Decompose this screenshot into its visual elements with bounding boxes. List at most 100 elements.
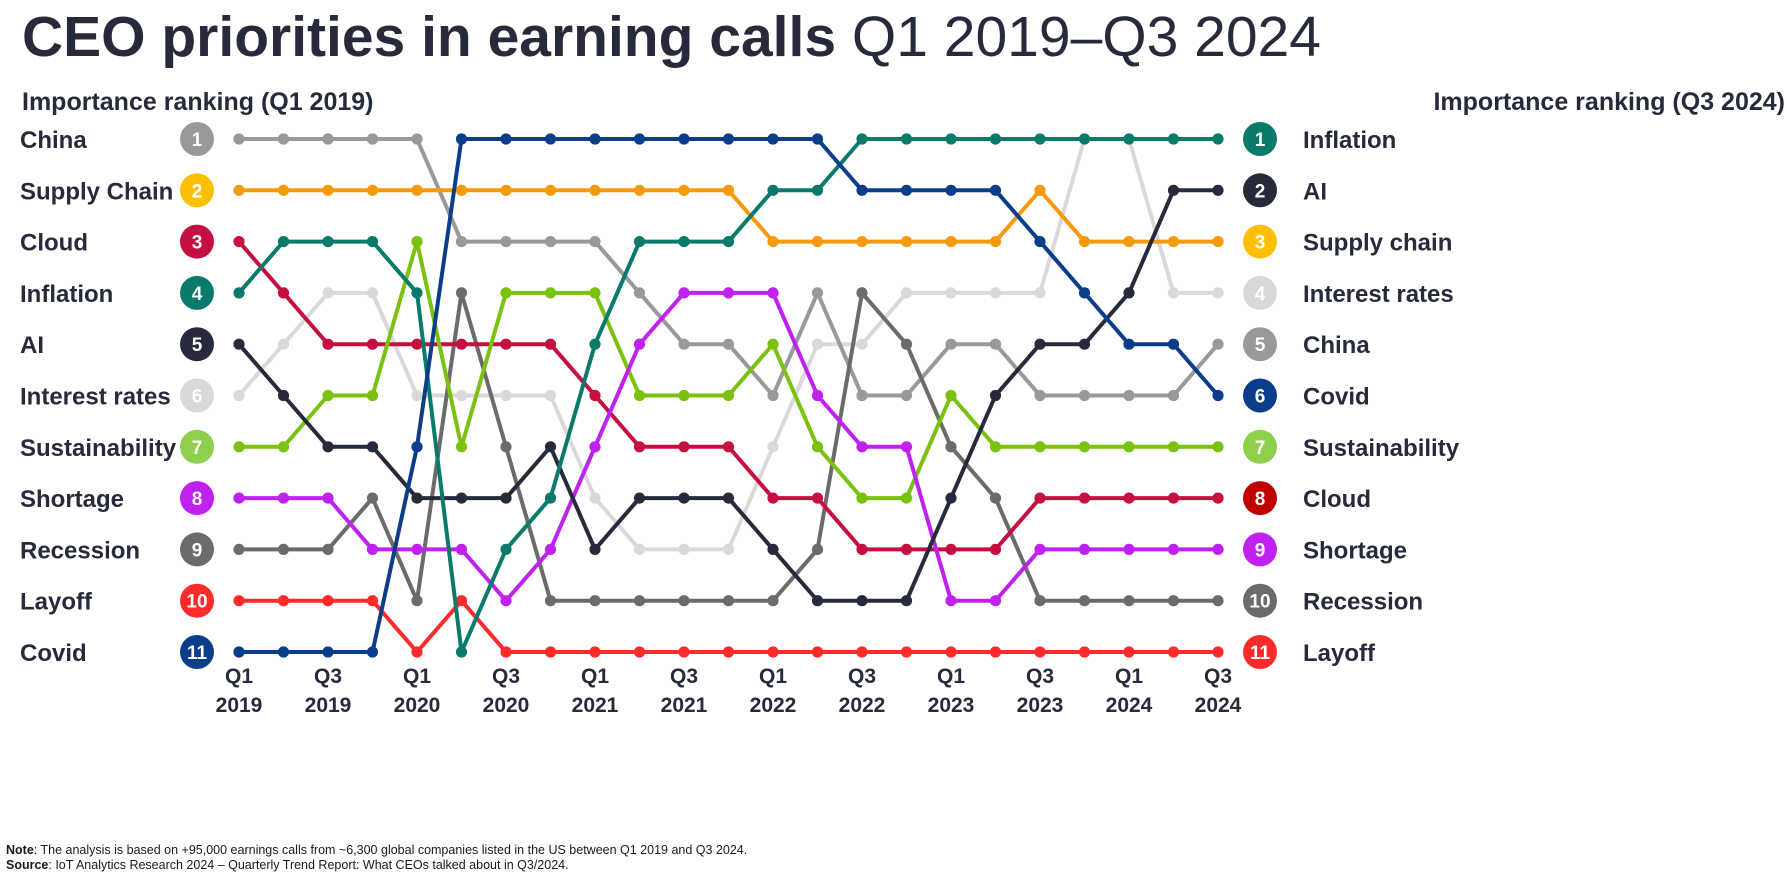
data-point-shortage: [856, 441, 868, 453]
data-point-cloud: [233, 236, 245, 248]
data-point-china: [1167, 389, 1180, 402]
data-point-ai: [1078, 338, 1091, 350]
rank-number: 11: [1250, 643, 1271, 664]
data-point-inflation: [900, 133, 913, 145]
right-rank-7: 7 Sustainability: [1243, 429, 1460, 464]
x-tick-quarter: Q1: [937, 665, 965, 688]
left-rank-4: 4 Inflation: [20, 275, 214, 310]
data-point-ai: [1034, 338, 1046, 350]
x-tick-label: Q1 2019: [216, 665, 263, 717]
rank-badge: [1243, 327, 1277, 362]
x-tick-quarter: Q3: [1204, 665, 1232, 688]
rank-badge: [180, 583, 214, 618]
x-tick-year: 2019: [305, 694, 352, 717]
data-point-supply-chain: [767, 236, 779, 248]
data-point-cloud: [366, 338, 379, 350]
x-tick-quarter: Q1: [403, 665, 431, 688]
right-ranking-header: Importance ranking (Q3 2024): [1433, 88, 1785, 116]
data-point-china: [856, 389, 868, 402]
x-tick-label: Q1 2020: [394, 665, 441, 717]
data-point-cloud: [455, 338, 468, 350]
right-rank-1: 1 Inflation: [1243, 122, 1396, 156]
data-point-inflation: [856, 133, 868, 145]
data-point-layoff: [589, 646, 601, 658]
series-recession: [233, 287, 1224, 607]
data-point-sustainability: [411, 236, 423, 248]
data-point-supply-chain: [322, 184, 334, 196]
series-ai: [233, 184, 1224, 607]
data-point-layoff: [322, 595, 334, 607]
data-point-shortage: [500, 595, 512, 607]
rank-number: 8: [192, 489, 203, 510]
data-point-shortage: [322, 492, 334, 504]
rank-label: AI: [20, 332, 44, 359]
data-point-china: [722, 338, 735, 350]
right-rank-10: 10 Recession: [1243, 583, 1423, 618]
data-point-supply-chain: [233, 184, 245, 196]
rank-label: Interest rates: [20, 384, 171, 411]
data-point-shortage: [366, 543, 379, 556]
data-point-shortage: [678, 287, 690, 299]
data-point-interest-rates: [633, 543, 646, 556]
data-point-ai: [322, 441, 334, 453]
data-point-china: [678, 338, 690, 350]
data-point-interest-rates: [233, 389, 245, 402]
data-point-china: [366, 133, 379, 145]
x-tick-year: 2023: [928, 694, 975, 717]
rank-number: 6: [192, 387, 203, 408]
data-point-layoff: [811, 646, 824, 658]
rank-label: Inflation: [1303, 127, 1396, 154]
left-rank-3: 3 Cloud: [20, 224, 214, 259]
data-point-supply-chain: [1078, 236, 1091, 248]
series-supply-chain: [233, 184, 1224, 248]
data-point-covid: [1123, 338, 1135, 350]
data-point-cloud: [767, 492, 779, 504]
data-point-shortage: [233, 492, 245, 504]
data-point-supply-chain: [900, 236, 913, 248]
data-point-layoff: [411, 646, 423, 658]
data-point-ai: [544, 441, 557, 453]
data-point-interest-rates: [1167, 287, 1180, 299]
rank-badge: [1243, 122, 1277, 156]
data-point-ai: [500, 492, 512, 504]
data-point-inflation: [1167, 133, 1180, 145]
data-point-inflation: [633, 236, 646, 248]
data-point-layoff: [1078, 646, 1091, 658]
x-axis: Q1 2019 Q3 2019 Q1 2020 Q3 2020 Q1 2021 Q3 2021 Q1 20…: [216, 665, 1242, 717]
data-point-recession: [277, 543, 290, 556]
x-tick-quarter: Q1: [581, 665, 609, 688]
data-point-cloud: [633, 441, 646, 453]
data-point-inflation: [811, 184, 824, 196]
data-point-layoff: [277, 595, 290, 607]
data-point-inflation: [411, 287, 423, 299]
rank-number: 10: [1249, 592, 1270, 613]
data-point-shortage: [277, 492, 290, 504]
data-point-covid: [945, 184, 957, 196]
rank-badge: [180, 224, 214, 259]
right-rank-2: 2 AI: [1243, 173, 1327, 208]
data-point-supply-chain: [1123, 236, 1135, 248]
rank-number: 5: [192, 335, 203, 356]
rank-badge: [1243, 173, 1277, 208]
data-point-recession: [945, 441, 957, 453]
rank-badge: [1243, 224, 1277, 259]
data-point-recession: [989, 492, 1002, 504]
data-point-layoff: [1034, 646, 1046, 658]
data-point-recession: [767, 595, 779, 607]
data-point-cloud: [722, 441, 735, 453]
data-point-covid: [589, 133, 601, 145]
data-point-covid: [1078, 287, 1091, 299]
left-ranking-list: 1 China 2 Supply Chain 3 Cloud 4 Inflation 5 AI 6I…: [20, 122, 214, 669]
data-point-supply-chain: [945, 236, 957, 248]
series-sustainability: [233, 236, 1224, 504]
left-rank-2: 2 Supply Chain: [20, 173, 214, 208]
data-point-covid: [500, 133, 512, 145]
series-lines: [233, 133, 1224, 658]
data-point-interest-rates: [900, 287, 913, 299]
data-point-sustainability: [767, 338, 779, 350]
x-tick-quarter: Q1: [759, 665, 787, 688]
left-ranking-header: Importance ranking (Q1 2019): [22, 88, 374, 116]
data-point-covid: [722, 133, 735, 145]
rank-label: Cloud: [1303, 486, 1371, 513]
right-ranking-list: 1 Inflation 2 AI 3 Supply chain 4 Interest rate…: [1243, 122, 1460, 669]
